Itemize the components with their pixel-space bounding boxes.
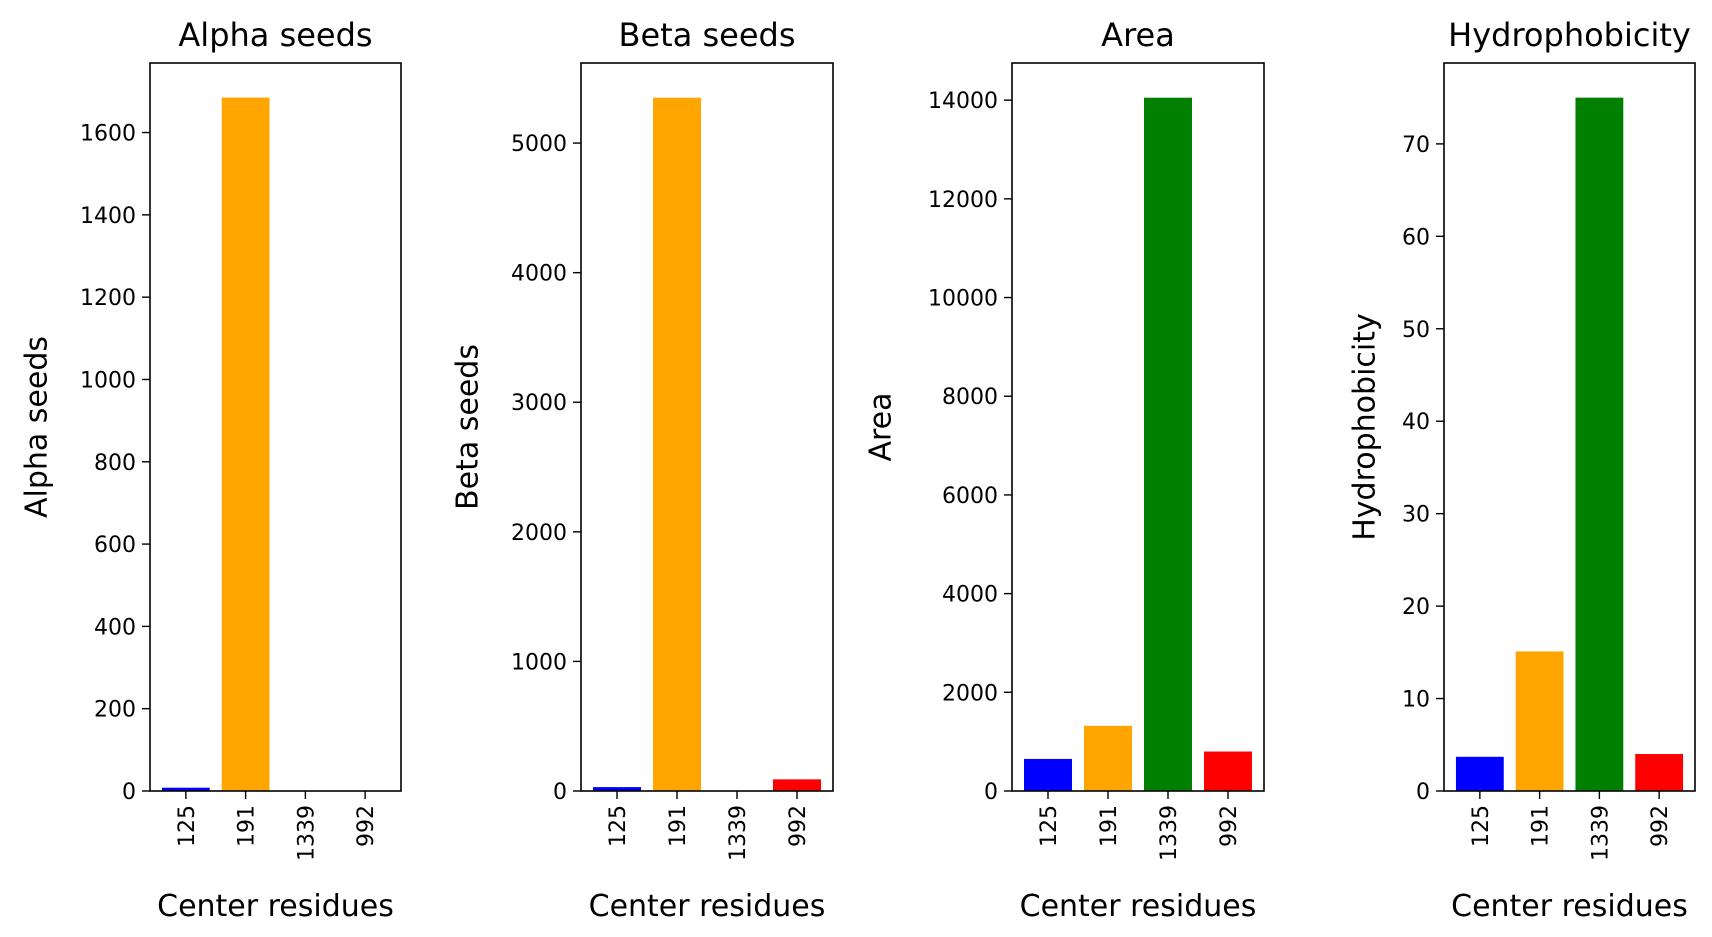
y-tick-label: 0 bbox=[122, 780, 136, 805]
x-tick-label: 125 bbox=[1469, 805, 1494, 847]
x-axis-label: Center residues bbox=[1451, 889, 1688, 924]
y-tick-label: 800 bbox=[94, 451, 136, 476]
bar-125 bbox=[1024, 758, 1072, 791]
x-tick-label: 191 bbox=[1529, 805, 1554, 847]
y-tick-label: 10000 bbox=[928, 287, 998, 312]
x-tick-label: 992 bbox=[354, 805, 379, 847]
y-tick-label: 10 bbox=[1402, 688, 1430, 713]
bar-191 bbox=[1515, 651, 1564, 791]
plot-frame bbox=[149, 62, 402, 792]
x-tick-label: 125 bbox=[1037, 805, 1062, 847]
y-axis-label: Alpha seeds bbox=[20, 336, 55, 518]
x-tick-label: 1339 bbox=[294, 805, 319, 861]
bar-1339 bbox=[1144, 97, 1192, 791]
y-tick-label: 0 bbox=[984, 780, 998, 805]
bar-125 bbox=[593, 787, 641, 791]
y-tick-label: 30 bbox=[1402, 503, 1430, 528]
y-tick-label: 60 bbox=[1402, 225, 1430, 250]
y-tick-label: 200 bbox=[94, 698, 136, 723]
y-tick-label: 2000 bbox=[942, 681, 998, 706]
y-axis-label: Area bbox=[864, 392, 899, 461]
y-axis-label: Beta seeds bbox=[451, 344, 486, 510]
y-tick-label: 1600 bbox=[80, 122, 136, 147]
plot-frame bbox=[580, 62, 834, 792]
y-tick-label: 8000 bbox=[942, 385, 998, 410]
x-tick-label: 191 bbox=[235, 805, 260, 847]
x-tick-label: 992 bbox=[786, 805, 811, 847]
chart-panel-4: 0 10 20 30 40 50 60 70 125 191 1339 992 Hydrophobici… bbox=[1348, 16, 1696, 924]
x-tick-label: 1339 bbox=[1588, 805, 1613, 861]
bar-125 bbox=[161, 787, 210, 791]
x-tick-label: 191 bbox=[666, 805, 691, 847]
x-axis-label: Center residues bbox=[1020, 889, 1257, 924]
plot-frame bbox=[1011, 62, 1265, 792]
bar-125 bbox=[1455, 756, 1504, 791]
y-tick-label: 600 bbox=[94, 533, 136, 558]
chart-panel-3: 0 2000 4000 6000 8000 10000 12000 14000 125 191 13… bbox=[864, 16, 1265, 924]
y-tick-label: 50 bbox=[1402, 318, 1430, 343]
x-tick-label: 191 bbox=[1097, 805, 1122, 847]
y-tick-label: 4000 bbox=[942, 583, 998, 608]
chart-title: Alpha seeds bbox=[178, 16, 372, 54]
y-tick-label: 4000 bbox=[511, 262, 567, 287]
x-tick-label: 992 bbox=[1648, 805, 1673, 847]
y-tick-label: 20 bbox=[1402, 595, 1430, 620]
y-tick-label: 1000 bbox=[80, 368, 136, 393]
y-tick-label: 14000 bbox=[928, 89, 998, 114]
bar-191 bbox=[653, 97, 701, 792]
plot-frame bbox=[1443, 62, 1696, 792]
x-axis-label: Center residues bbox=[157, 889, 394, 924]
chart-title: Hydrophobicity bbox=[1448, 16, 1691, 54]
bar-992 bbox=[1635, 754, 1684, 791]
y-tick-label: 5000 bbox=[511, 132, 567, 157]
y-tick-label: 40 bbox=[1402, 410, 1430, 435]
bar-992 bbox=[1204, 751, 1252, 791]
x-tick-label: 992 bbox=[1217, 805, 1242, 847]
y-tick-label: 1200 bbox=[80, 286, 136, 311]
x-tick-label: 125 bbox=[175, 805, 200, 847]
bar-191 bbox=[221, 97, 270, 791]
y-tick-label: 1400 bbox=[80, 204, 136, 229]
y-tick-label: 3000 bbox=[511, 391, 567, 416]
y-tick-label: 1000 bbox=[511, 650, 567, 675]
chart-panel-2: 0 1000 2000 3000 4000 5000 125 191 1339 992 Beta s… bbox=[451, 16, 834, 924]
bar-992 bbox=[773, 779, 821, 791]
y-tick-label: 400 bbox=[94, 615, 136, 640]
x-tick-label: 1339 bbox=[1157, 805, 1182, 861]
y-axis-label: Hydrophobicity bbox=[1348, 313, 1383, 541]
x-axis-label: Center residues bbox=[589, 889, 826, 924]
chart-panel-1: 0 200 400 600 800 1000 1200 1400 1600 125 191 1339 9… bbox=[20, 16, 402, 924]
bar-191 bbox=[1084, 725, 1132, 791]
y-tick-label: 6000 bbox=[942, 484, 998, 509]
y-tick-label: 12000 bbox=[928, 188, 998, 213]
y-tick-label: 70 bbox=[1402, 133, 1430, 158]
y-tick-label: 2000 bbox=[511, 521, 567, 546]
bar-1339 bbox=[1575, 97, 1624, 792]
chart-title: Beta seeds bbox=[619, 16, 796, 54]
x-tick-label: 1339 bbox=[726, 805, 751, 861]
y-tick-label: 0 bbox=[553, 780, 567, 805]
x-tick-label: 125 bbox=[606, 805, 631, 847]
y-tick-label: 0 bbox=[1416, 780, 1430, 805]
chart-title: Area bbox=[1101, 16, 1175, 54]
